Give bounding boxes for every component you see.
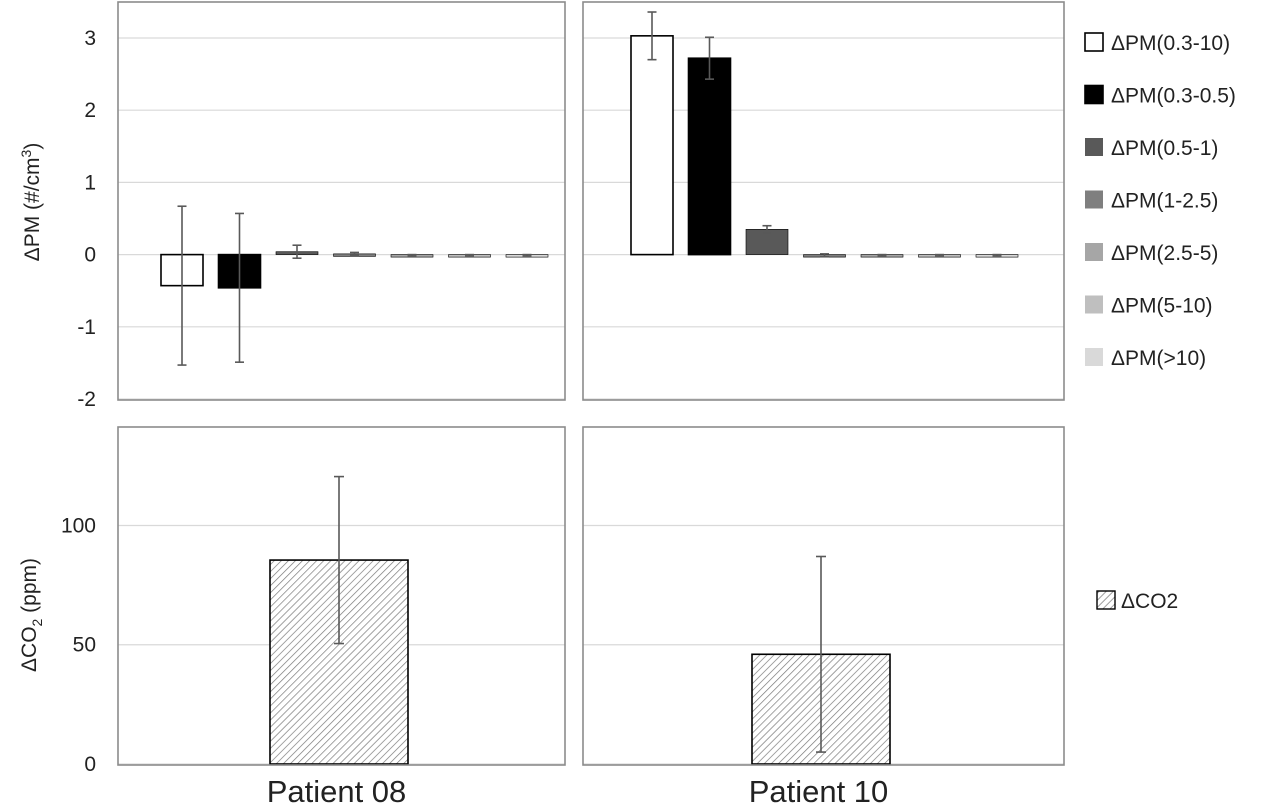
legend-swatch xyxy=(1085,243,1103,261)
panel-frame xyxy=(117,426,566,766)
legend-swatch xyxy=(1096,590,1116,610)
y-axis-title-part: ΔCO xyxy=(18,626,41,672)
legend-swatch xyxy=(1084,84,1104,105)
legend-label: ΔCO2 xyxy=(1121,590,1178,613)
y-tick-label: 0 xyxy=(84,753,96,776)
y-axis-title-part: (ppm) xyxy=(18,558,41,619)
gridlines xyxy=(118,37,1064,765)
y-tick-label: -1 xyxy=(77,316,96,339)
category-label: Patient 08 xyxy=(267,774,407,809)
y-axis-title-part: ΔPM (#/cm xyxy=(21,157,44,261)
y-tick-label: 2 xyxy=(84,99,96,122)
panel-frames xyxy=(117,1,1065,766)
legend-label: ΔPM(0.3-10) xyxy=(1111,32,1230,55)
y-axis-title: ΔCO2 (ppm) xyxy=(18,558,45,672)
category-label: Patient 10 xyxy=(749,774,889,809)
panel-frame xyxy=(582,1,1065,401)
bars xyxy=(160,11,1019,765)
legend-label: ΔPM(0.5-1) xyxy=(1111,137,1218,160)
legend-swatch xyxy=(1085,348,1103,366)
legend-swatch xyxy=(1085,138,1103,156)
legend-swatch xyxy=(1085,295,1103,314)
bar xyxy=(630,35,674,256)
y-tick-label: 50 xyxy=(73,634,96,657)
legend: ΔPM(0.3-10) ΔPM(0.3-0.5) ΔPM(0.5-1) ΔPM(1-2… xyxy=(1084,32,1236,613)
legend-label: ΔPM(2.5-5) xyxy=(1111,242,1218,265)
y-tick-label: 3 xyxy=(84,27,96,50)
panel-frame xyxy=(117,1,566,401)
panel-frame xyxy=(582,426,1065,766)
y-axis-title-subscript: 2 xyxy=(29,618,45,626)
y-tick-label: 1 xyxy=(84,171,96,194)
legend-label: ΔPM(>10) xyxy=(1111,347,1206,370)
legend-label: ΔPM(1-2.5) xyxy=(1111,190,1218,213)
y-axis-title-superscript: 3 xyxy=(18,149,34,157)
bar xyxy=(687,57,732,256)
legend-label: ΔPM(5-10) xyxy=(1111,295,1213,318)
y-axis-title: ΔPM (#/cm3) xyxy=(18,143,44,262)
legend-swatch xyxy=(1085,190,1103,209)
y-tick-label: 100 xyxy=(61,514,96,537)
y-tick-label: 0 xyxy=(84,244,96,267)
legend-label: ΔPM(0.3-0.5) xyxy=(1111,85,1236,108)
legend-swatch xyxy=(1084,32,1104,52)
y-tick-label: -2 xyxy=(77,388,96,411)
y-axis-title-part: ) xyxy=(21,143,44,150)
